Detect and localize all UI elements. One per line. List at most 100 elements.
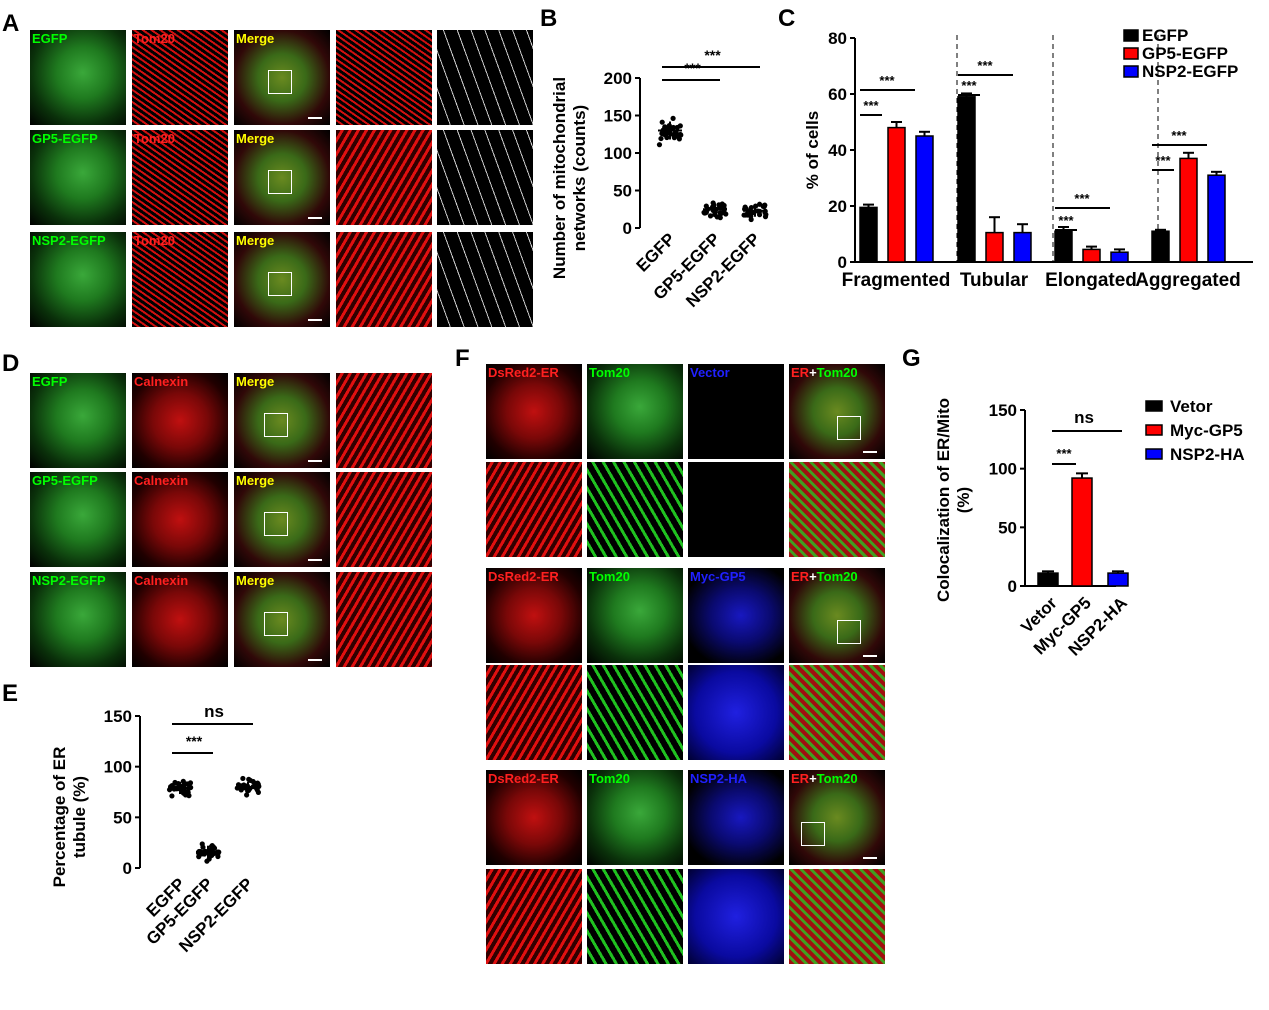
channel-label: Tom20	[589, 771, 630, 786]
channel-label: Calnexin	[134, 374, 188, 389]
data-point	[671, 135, 677, 141]
channel-label-text: Tom20	[816, 365, 858, 380]
calnexin-image: Calnexin	[132, 472, 228, 567]
data-point	[703, 203, 709, 209]
zoom-region-box	[837, 620, 861, 644]
data-point	[670, 115, 676, 121]
channel-label-text: Tom20	[589, 569, 630, 584]
channel-label-text: Tom20	[134, 131, 175, 146]
bar	[1054, 230, 1073, 263]
x-tick-label: Tubular	[960, 270, 1029, 291]
merge-image: ER+Tom20	[789, 770, 885, 865]
zoom-image	[336, 232, 432, 327]
skeleton-image	[437, 30, 533, 125]
data-point	[748, 216, 754, 223]
y-axis-label: tubule (%)	[70, 776, 89, 858]
zoom-tom20	[587, 665, 683, 760]
channel-label: EGFP	[32, 31, 67, 46]
channel-label: Merge	[236, 131, 274, 146]
data-point	[250, 779, 256, 785]
data-point	[742, 212, 748, 218]
zoom-merge	[789, 869, 885, 964]
merge-image: Merge	[234, 572, 330, 667]
channel-label-text: Tom20	[134, 233, 175, 248]
channel-label: ER+Tom20	[791, 771, 858, 786]
significance-label: ***	[186, 733, 203, 749]
channel-label: ER+Tom20	[791, 569, 858, 584]
bar	[1207, 174, 1226, 263]
y-tick-label: 40	[828, 141, 847, 160]
data-point	[658, 135, 664, 142]
x-tick-label: Fragmented	[842, 270, 951, 291]
data-point	[662, 124, 668, 130]
bar	[1107, 572, 1129, 587]
merge-image: Merge	[234, 472, 330, 567]
third-channel-image: Vector	[688, 364, 784, 459]
y-tick-label: 0	[838, 253, 847, 272]
panel-letter-B: B	[540, 5, 558, 32]
y-tick-label: 50	[113, 808, 132, 827]
y-axis-label: % of cells	[803, 111, 822, 189]
y-axis-label: Number of mitochondrial	[550, 77, 569, 279]
data-point	[244, 792, 250, 798]
scale-bar	[863, 655, 877, 657]
data-point	[674, 124, 680, 131]
significance-label: ***	[1155, 153, 1171, 168]
significance-label: ***	[977, 58, 993, 73]
skeleton-image	[437, 130, 533, 225]
zoom-region-box	[268, 170, 292, 194]
legend-swatch	[1145, 400, 1163, 412]
egfp-image: GP5-EGFP	[30, 472, 126, 567]
x-tick-label: Elongated	[1045, 270, 1137, 291]
channel-label-text: Merge	[236, 573, 275, 588]
channel-label: ER+Tom20	[791, 365, 858, 380]
zoom-merge	[789, 462, 885, 557]
channel-label: Myc-GP5	[690, 569, 746, 584]
channel-label-text: Vector	[690, 365, 730, 380]
bar	[1151, 230, 1170, 263]
zoom-region-box	[268, 70, 292, 94]
dsred-er-image: DsRed2-ER	[486, 770, 582, 865]
legend-swatch	[1123, 47, 1139, 60]
legend-label: NSP2-EGFP	[1142, 62, 1238, 81]
zoom-region-box	[264, 512, 288, 536]
data-point	[246, 776, 252, 782]
channel-label: Vector	[690, 365, 730, 380]
zoom-region-box	[837, 416, 861, 440]
egfp-image: EGFP	[30, 30, 126, 125]
channel-label-text: Merge	[236, 131, 275, 146]
data-point	[717, 209, 723, 216]
skeleton-image	[437, 232, 533, 327]
legend-swatch	[1145, 448, 1163, 460]
panel-letter-A: A	[2, 10, 20, 37]
channel-label-text: NSP2-HA	[690, 771, 748, 786]
calnexin-image: Calnexin	[132, 572, 228, 667]
y-tick-label: 100	[604, 144, 632, 163]
channel-label-text: EGFP	[32, 31, 68, 46]
channel-label-text: Tom20	[134, 31, 175, 46]
zoom-region-box	[264, 612, 288, 636]
data-point	[676, 136, 682, 142]
channel-label-text: ER	[791, 771, 810, 786]
panel-letter-D: D	[2, 350, 20, 377]
y-tick-label: 0	[1008, 577, 1017, 596]
channel-label-text: Merge	[236, 374, 275, 389]
channel-label-text: DsRed2-ER	[488, 569, 559, 584]
channel-label-text: Myc-GP5	[690, 569, 746, 584]
channel-label-text: +	[809, 771, 817, 786]
channel-label: Tom20	[134, 233, 175, 248]
channel-label-text: EGFP	[32, 374, 68, 389]
bar	[1013, 231, 1032, 263]
zoom-dsred-er	[486, 869, 582, 964]
zoom-image	[336, 130, 432, 225]
zoom-dsred-er	[486, 665, 582, 760]
y-tick-label: 200	[604, 69, 632, 88]
zoom-tom20	[587, 869, 683, 964]
channel-label: Merge	[236, 473, 274, 488]
egfp-image: GP5-EGFP	[30, 130, 126, 225]
data-point	[215, 853, 221, 860]
channel-label: Merge	[236, 573, 274, 588]
zoom-tom20	[587, 462, 683, 557]
y-tick-label: 150	[104, 707, 132, 726]
